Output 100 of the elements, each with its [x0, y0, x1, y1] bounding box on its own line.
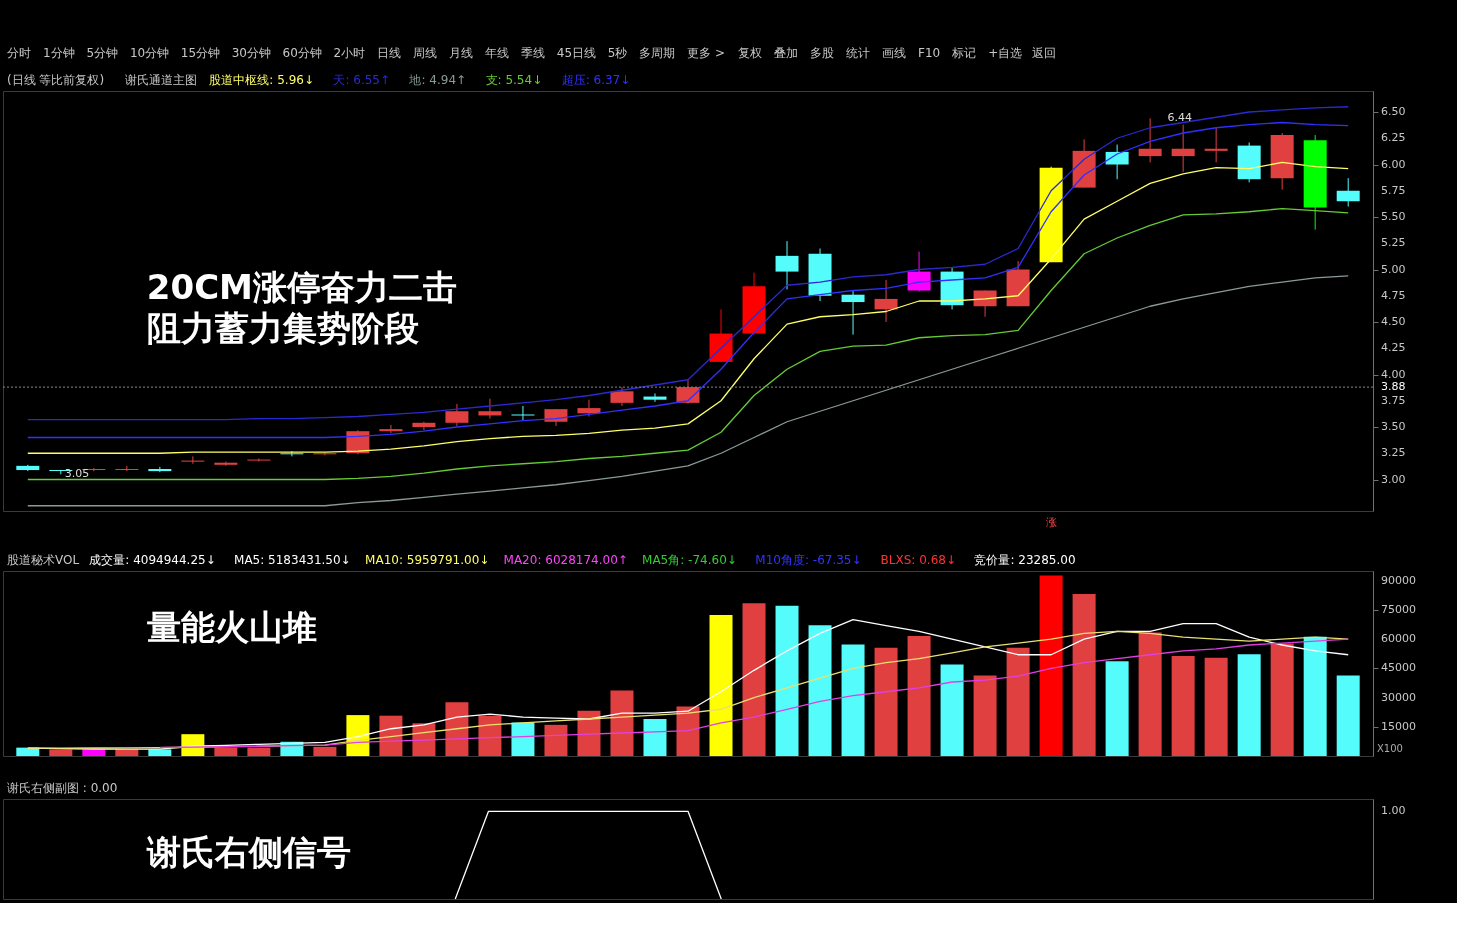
y-tick-label: 3.50: [1381, 420, 1406, 433]
candlestick: [445, 403, 469, 427]
y-tick-label: 3.25: [1381, 446, 1406, 460]
bar: [1237, 654, 1261, 756]
chart-title: 股道秘术VOL: [7, 553, 80, 567]
bar: [643, 719, 667, 756]
ref-line-label: 3.88: [1381, 380, 1406, 394]
bar: [907, 636, 931, 756]
candlestick: [280, 450, 304, 457]
bar: [1336, 675, 1360, 756]
y-tick-label: 3.00: [1381, 472, 1406, 486]
candlestick: [1171, 124, 1195, 173]
text: 支: 5.54↓: [485, 73, 543, 87]
text: 股道中枢线: 5.96↓: [209, 73, 314, 87]
y-tick-label: 90000: [1381, 573, 1416, 587]
bar: [808, 625, 832, 756]
candlestick: [874, 279, 898, 323]
text: 涨: [1045, 516, 1057, 529]
y-tick-label: 6.25: [1381, 131, 1406, 145]
text: 10分钟: [129, 46, 170, 60]
bar: [214, 747, 238, 756]
y-tick-label: 4.25: [1381, 341, 1406, 355]
text: 返回: [1031, 46, 1056, 60]
text: 多周期: [639, 46, 676, 60]
bar: [148, 749, 172, 756]
bar: [478, 715, 502, 756]
y-tick-label: 45000: [1381, 661, 1416, 675]
bar: [1204, 657, 1228, 756]
text: 地: 4.94↑: [408, 73, 467, 87]
text: 标记: [951, 46, 977, 60]
chart-title: (日线 等比前复权): [7, 73, 105, 87]
candlestick: [511, 405, 535, 422]
text: 60分钟: [282, 46, 322, 60]
y-tick-label: 75000: [1381, 602, 1416, 616]
text: 多股: [810, 46, 835, 60]
bar: [775, 605, 799, 756]
candlestick: [1336, 177, 1360, 207]
y-tick-label: 4.75: [1381, 288, 1406, 302]
y-tick-label: 60000: [1381, 632, 1416, 646]
text: 45日线: [556, 46, 597, 60]
bar: [1138, 632, 1162, 756]
text: 2小时: [333, 46, 366, 60]
bar: [544, 724, 568, 756]
text: MA10: 5959791.00↓: [365, 553, 490, 567]
bar: [1171, 656, 1195, 756]
text: MA5: 5183431.50↓: [234, 553, 351, 567]
bar: [1006, 647, 1030, 756]
annotation: 谢氏右侧信号: [145, 832, 351, 872]
y-tick-label: 5.25: [1381, 236, 1406, 250]
text: MA20: 6028174.00↑: [503, 553, 628, 567]
candlestick: [478, 398, 502, 420]
text: BLXS: 0.68↓: [880, 553, 956, 567]
line-series: [27, 161, 1349, 454]
y-tick-label: 15000: [1381, 719, 1416, 733]
bar: [1105, 661, 1129, 756]
bar: [841, 644, 865, 756]
candlestick: [247, 458, 271, 463]
bar: [247, 747, 271, 756]
chart-subtitle: 谢氏通道主图: [125, 73, 198, 87]
line-series: [27, 207, 1349, 481]
annotation: 阻力蓄力集势阶段: [146, 308, 419, 348]
bar: [676, 706, 700, 756]
text: 1分钟: [43, 46, 75, 60]
y-tick-label: 6.50: [1381, 105, 1406, 118]
annotation: 6.44: [1167, 111, 1192, 125]
text: 超压: 6.37↓: [561, 73, 631, 87]
y-tick-label: 30000: [1381, 690, 1416, 704]
text: X100: [1377, 743, 1403, 754]
bar: [742, 603, 766, 756]
text: 更多 >: [687, 46, 726, 60]
text: F10: [918, 46, 941, 60]
candlestick: [907, 251, 931, 293]
bar: [577, 710, 601, 756]
text: 5秒: [607, 46, 628, 60]
candlestick: [1204, 127, 1228, 163]
text: 15分钟: [180, 46, 221, 60]
candlestick: [1138, 117, 1162, 163]
bar: [445, 702, 469, 756]
chart-title: 谢氏右侧副图 : 0.00: [7, 781, 118, 795]
bar: [874, 647, 898, 756]
annotation: 3.05: [64, 467, 90, 481]
candlestick: [181, 455, 205, 465]
text: 统计: [846, 46, 871, 60]
candlestick: [775, 240, 799, 290]
text: MA5角: -74.60↓: [642, 553, 737, 567]
y-tick-label: 6.00: [1381, 157, 1406, 171]
text: 1.00: [1381, 804, 1406, 817]
bar: [1270, 643, 1294, 756]
candlestick: [610, 386, 634, 407]
candlestick: [412, 421, 436, 431]
bar: [1072, 593, 1096, 756]
text: +自选: [988, 46, 1023, 60]
candlestick: [643, 392, 667, 403]
candlestick: [379, 424, 403, 434]
bar: [610, 690, 634, 756]
bar: [313, 746, 337, 756]
y-tick-label: 4.50: [1381, 315, 1406, 328]
bar: [346, 715, 370, 756]
text: 竞价量: 23285.00: [974, 553, 1076, 567]
text: 季线: [520, 46, 545, 60]
